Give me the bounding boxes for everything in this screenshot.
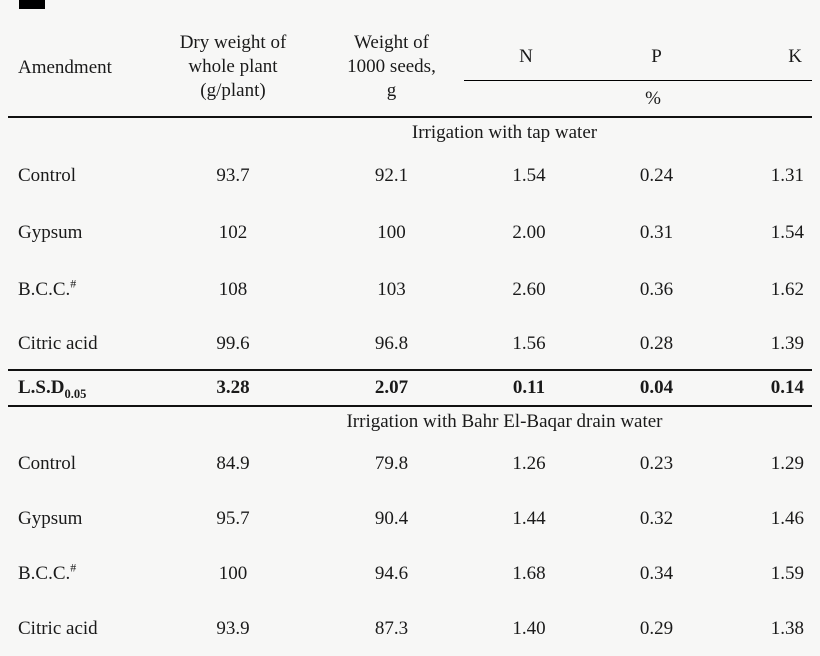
k-cell: 1.38 xyxy=(770,617,804,639)
header-dry-weight-line3: (g/plant) xyxy=(200,80,266,101)
amendment-label: Control xyxy=(18,164,77,186)
section-title-row: Irrigation with Bahr El-Baqar drain wate… xyxy=(8,406,812,436)
k-cell: 1.29 xyxy=(770,452,804,474)
table-row: B.C.C.# 108 103 2.60 0.36 1.62 xyxy=(8,261,812,318)
section-title-drain-water: Irrigation with Bahr El-Baqar drain wate… xyxy=(346,410,663,432)
table-row: Gypsum 95.7 90.4 1.44 0.32 1.46 xyxy=(8,491,812,546)
table-row: Gypsum 102 100 2.00 0.31 1.54 xyxy=(8,204,812,261)
amendment-label: Control xyxy=(18,452,77,474)
lsd-n: 0.11 xyxy=(470,369,588,407)
p-cell: 0.23 xyxy=(639,452,674,474)
amendment-cell: B.C.C.# xyxy=(8,546,153,601)
k-cell: 1.59 xyxy=(770,562,804,584)
section-title-row: Irrigation with tap water xyxy=(8,117,812,147)
seed-weight-cell: 100 xyxy=(377,221,406,243)
header-n: N xyxy=(519,46,533,67)
lsd-p: 0.04 xyxy=(588,369,725,407)
n-cell: 2.00 xyxy=(512,221,546,243)
dry-weight-cell: 93.9 xyxy=(216,617,250,639)
header-npk-group: N P K % xyxy=(464,0,812,118)
top-left-scan-mark xyxy=(19,0,45,9)
table-header-row: Amendment Dry weight of whole plant (g/p… xyxy=(8,0,812,118)
lsd-row: L.S.D0.05 3.28 2.07 0.11 0.04 0.14 xyxy=(8,369,812,407)
header-percent-unit: % xyxy=(645,88,661,109)
lsd-subscript: 0.05 xyxy=(64,386,87,401)
amendment-cell: Control xyxy=(8,436,153,491)
n-cell: 1.56 xyxy=(512,332,546,354)
header-amendment: Amendment xyxy=(8,0,153,118)
k-cell: 1.31 xyxy=(770,164,804,186)
lsd-k: 0.14 xyxy=(725,369,812,407)
dry-weight-cell: 100 xyxy=(218,562,248,584)
n-cell: 1.68 xyxy=(512,562,546,584)
header-p: P xyxy=(651,46,662,67)
n-cell: 1.44 xyxy=(512,507,546,529)
amendment-label: B.C.C. xyxy=(18,562,71,584)
lsd-label: L.S.D xyxy=(18,377,65,398)
seed-weight-cell: 79.8 xyxy=(374,452,409,474)
n-cell: 2.60 xyxy=(512,278,546,300)
p-cell: 0.28 xyxy=(639,332,674,354)
header-dry-weight-line2: whole plant xyxy=(188,56,278,77)
p-cell: 0.34 xyxy=(639,562,674,584)
p-cell: 0.36 xyxy=(639,278,674,300)
header-amendment-label: Amendment xyxy=(18,57,112,78)
header-seed-weight: Weight of 1000 seeds, g xyxy=(313,0,470,118)
amendment-cell: Citric acid xyxy=(8,601,153,656)
amendment-label: Gypsum xyxy=(18,507,83,529)
p-cell: 0.24 xyxy=(639,164,674,186)
dry-weight-cell: 84.9 xyxy=(216,452,250,474)
header-dry-weight: Dry weight of whole plant (g/plant) xyxy=(153,0,313,118)
dry-weight-cell: 99.6 xyxy=(216,332,250,354)
lsd-seed-weight: 2.07 xyxy=(313,369,470,407)
n-cell: 1.40 xyxy=(512,617,546,639)
header-seed-weight-line1: Weight of xyxy=(354,32,429,53)
lsd-label-cell: L.S.D0.05 xyxy=(8,369,153,407)
p-cell: 0.29 xyxy=(639,617,674,639)
dry-weight-cell: 108 xyxy=(218,278,248,300)
seed-weight-cell: 94.6 xyxy=(374,562,409,584)
p-cell: 0.32 xyxy=(639,507,674,529)
dry-weight-cell: 95.7 xyxy=(216,507,250,529)
seed-weight-cell: 92.1 xyxy=(374,164,409,186)
bcc-footnote-marker: # xyxy=(70,276,77,291)
lsd-dry-weight: 3.28 xyxy=(153,369,313,407)
table-row: B.C.C.# 100 94.6 1.68 0.34 1.59 xyxy=(8,546,812,601)
k-cell: 1.46 xyxy=(770,507,804,529)
seed-weight-cell: 90.4 xyxy=(374,507,409,529)
section-title-tap-water: Irrigation with tap water xyxy=(411,121,598,143)
header-npk-labels: N P K xyxy=(464,0,812,81)
seed-weight-cell: 87.3 xyxy=(374,617,409,639)
amendment-cell: B.C.C.# xyxy=(8,261,153,318)
dry-weight-cell: 93.7 xyxy=(216,164,250,186)
n-cell: 1.26 xyxy=(512,452,546,474)
table-row: Citric acid 99.6 96.8 1.56 0.28 1.39 xyxy=(8,318,812,370)
amendment-cell: Gypsum xyxy=(8,491,153,546)
seed-weight-cell: 103 xyxy=(377,278,406,300)
header-dry-weight-line1: Dry weight of xyxy=(179,32,287,53)
p-cell: 0.31 xyxy=(639,221,674,243)
n-cell: 1.54 xyxy=(512,164,546,186)
results-table: Amendment Dry weight of whole plant (g/p… xyxy=(8,0,812,656)
amendment-label: Citric acid xyxy=(18,332,98,354)
dry-weight-cell: 102 xyxy=(218,221,248,243)
bcc-footnote-marker: # xyxy=(70,560,77,575)
header-seed-weight-line3: g xyxy=(386,80,397,101)
amendment-label: Gypsum xyxy=(18,221,83,243)
header-k: K xyxy=(788,46,802,67)
header-seed-weight-line2: 1000 seeds, xyxy=(347,56,436,77)
table-row: Control 93.7 92.1 1.54 0.24 1.31 xyxy=(8,147,812,204)
amendment-label: Citric acid xyxy=(18,617,98,639)
amendment-label: B.C.C. xyxy=(18,278,71,300)
table-row: Control 84.9 79.8 1.26 0.23 1.29 xyxy=(8,436,812,491)
amendment-cell: Gypsum xyxy=(8,204,153,261)
table-row: Citric acid 93.9 87.3 1.40 0.29 1.38 xyxy=(8,601,812,656)
k-cell: 1.39 xyxy=(770,332,804,354)
amendment-cell: Control xyxy=(8,147,153,204)
k-cell: 1.54 xyxy=(770,221,804,243)
k-cell: 1.62 xyxy=(770,278,804,300)
amendment-cell: Citric acid xyxy=(8,318,153,370)
seed-weight-cell: 96.8 xyxy=(374,332,409,354)
